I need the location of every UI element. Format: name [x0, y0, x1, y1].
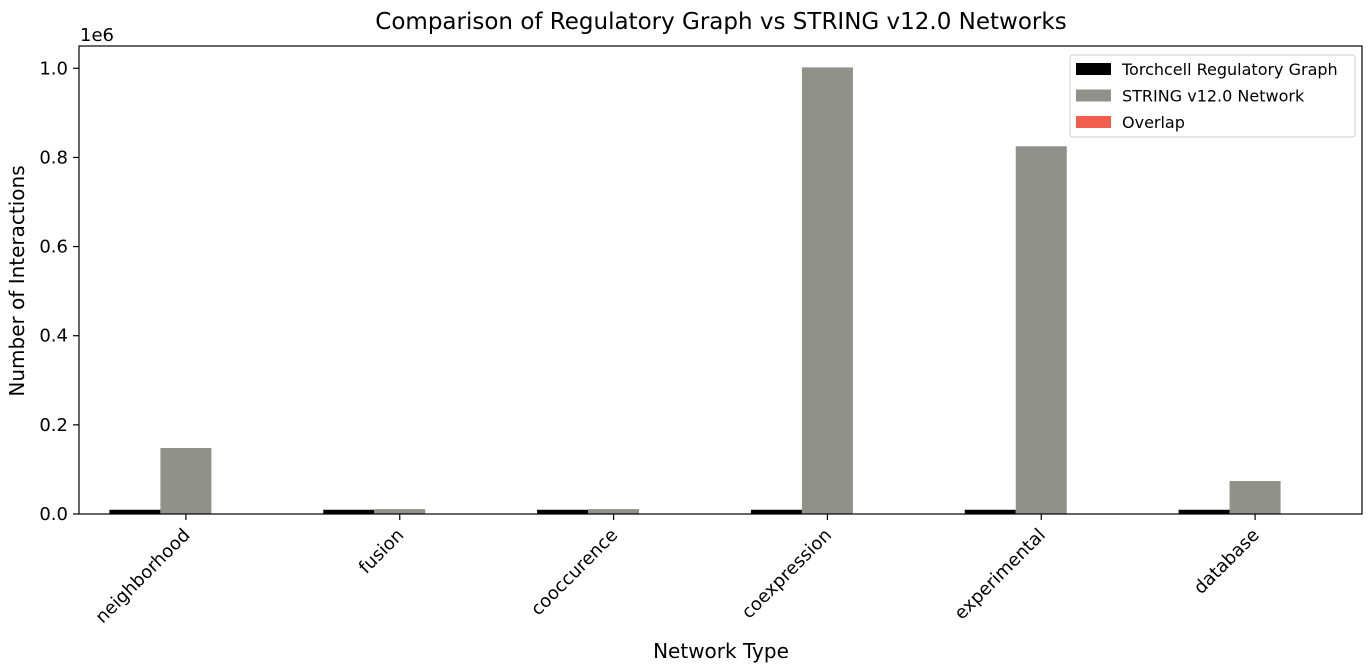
- y-tick-label: 0.2: [39, 415, 68, 436]
- y-tick-label: 1.0: [39, 58, 68, 79]
- legend-label: Torchcell Regulatory Graph: [1121, 60, 1338, 79]
- y-tick-label: 0.4: [39, 326, 68, 347]
- bar-coexpression-0: [750, 509, 802, 514]
- chart-title: Comparison of Regulatory Graph vs STRING…: [375, 9, 1066, 35]
- legend-label: STRING v12.0 Network: [1122, 87, 1305, 106]
- y-axis-label: Number of Interactions: [5, 165, 29, 396]
- legend-swatch: [1076, 89, 1111, 102]
- bar-neighborhood-1: [160, 448, 212, 514]
- y-tick-label: 0.6: [39, 237, 68, 258]
- bar-experimental-1: [1015, 146, 1067, 515]
- bar-experimental-0: [964, 509, 1016, 514]
- y-tick-label: 0.8: [39, 147, 68, 168]
- bars-group: [109, 67, 1332, 515]
- bar-fusion-1: [374, 509, 426, 514]
- x-tick-label: experimental: [950, 525, 1049, 624]
- x-axis-label: Network Type: [653, 639, 789, 663]
- bar-neighborhood-0: [109, 509, 161, 514]
- legend-label: Overlap: [1122, 113, 1185, 132]
- plot-frame: [78, 45, 1363, 515]
- bar-cooccurence-0: [537, 509, 589, 514]
- legend: Torchcell Regulatory Graph STRING v12.0 N…: [1069, 54, 1356, 138]
- legend-box: [1069, 54, 1356, 138]
- x-tick-label: neighborhood: [91, 525, 194, 628]
- x-tick-label: database: [1190, 525, 1264, 599]
- bar-fusion-0: [323, 509, 375, 514]
- bar-cooccurence-1: [588, 509, 640, 514]
- bar-database-1: [1229, 481, 1281, 514]
- legend-swatch: [1076, 116, 1111, 128]
- bar-database-0: [1178, 509, 1230, 514]
- x-tick-label: fusion: [355, 525, 408, 578]
- x-tick-label: cooccurence: [527, 525, 622, 620]
- x-axis-ticks: neighborhood fusion cooccurence coexpressio…: [91, 514, 1264, 628]
- legend-swatch: [1076, 63, 1111, 75]
- y-axis-ticks: 0.0 0.2 0.4 0.6 0.8 1.0: [39, 58, 79, 525]
- x-tick-label: coexpression: [738, 525, 836, 623]
- bar-coexpression-1: [801, 67, 853, 514]
- y-tick-label: 0.0: [39, 504, 68, 525]
- y-axis-offset-label: 1e6: [80, 25, 114, 46]
